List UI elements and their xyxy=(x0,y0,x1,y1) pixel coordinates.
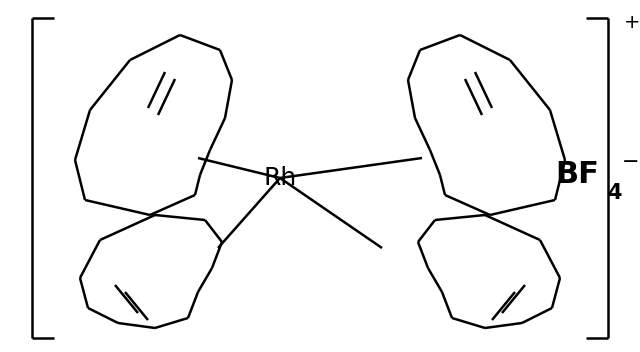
Text: +: + xyxy=(624,13,640,31)
Text: 4: 4 xyxy=(607,183,621,203)
Text: −: − xyxy=(622,152,639,172)
Text: Rh: Rh xyxy=(264,166,296,190)
Text: BF: BF xyxy=(555,161,599,189)
